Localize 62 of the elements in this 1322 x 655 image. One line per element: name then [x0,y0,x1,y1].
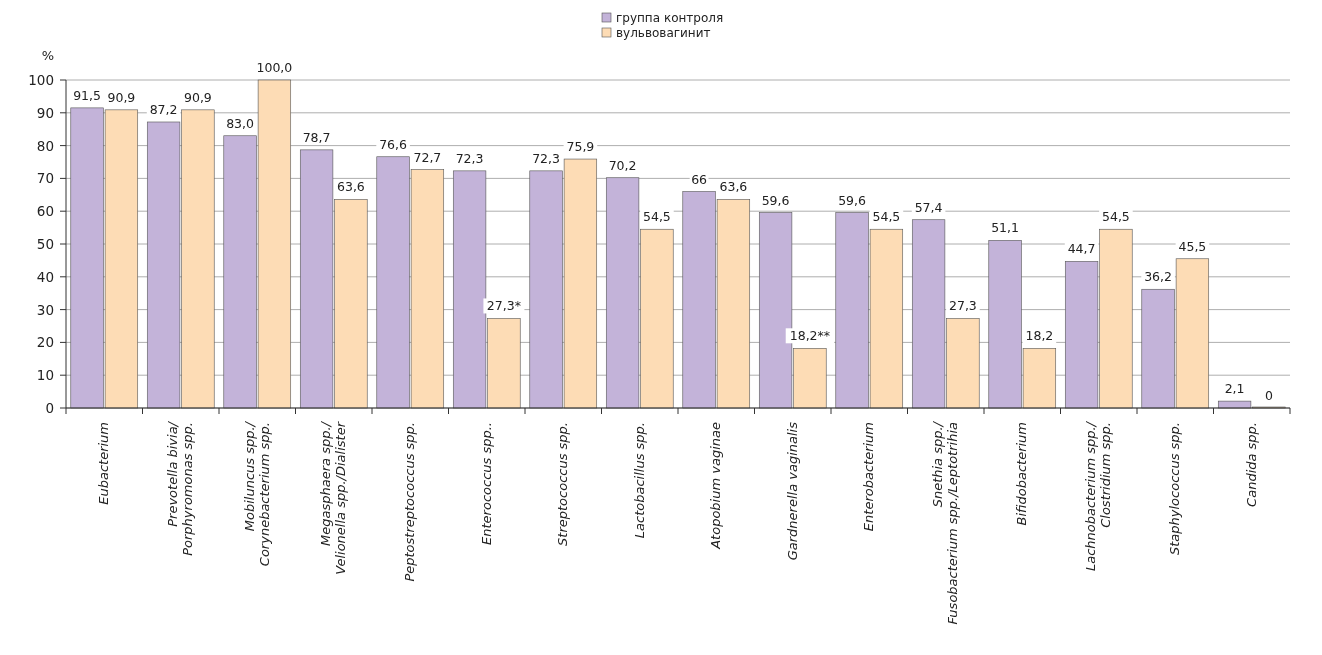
x-tick-label: Enterococcus spp.. [478,422,494,545]
y-tick-label: 20 [36,334,54,351]
x-tick-label: Peptostreptococcus spp. [402,422,418,582]
data-label: 63,6 [336,179,365,195]
x-tick-label: Gardnerella vaginalis [784,421,800,561]
data-label: 0 [1264,388,1273,403]
x-tick-label: Prevotella bivia/ Porphyromonas spp. [165,420,196,556]
data-label: 87,2 [149,101,178,117]
x-tick-label: Streptococcus spp. [555,422,571,546]
y-tick-label: 100 [28,72,54,88]
x-tick-label: Mobiluncus spp./ Corynebacterium spp. [241,420,272,567]
x-tick-label: Lachnobacterium spp./ Clostridium spp. [1083,420,1114,572]
data-label: 75,9 [566,139,595,155]
legend-label: группа контроля [616,11,724,25]
data-label: 72,7 [413,149,442,165]
data-label: 54,5 [872,209,901,225]
y-tick-label: 90 [36,104,54,121]
x-tick-label: Candida spp. [1243,422,1259,507]
y-tick-label: 70 [36,170,54,187]
data-label: 45,5 [1178,238,1207,254]
y-tick-label: 0 [45,400,54,416]
data-label: 70,2 [608,157,637,173]
data-label: 72,3 [532,150,561,166]
data-label: 90,9 [183,89,212,105]
data-label: 54,5 [1101,209,1130,225]
data-label: 18,2** [789,328,831,344]
data-label: 91,5 [73,87,102,103]
data-label: 72,3 [455,150,484,166]
data-label: 27,3 [948,298,977,314]
data-label: 59,6 [838,192,867,208]
x-tick-label: Atopobium vaginae [708,422,724,550]
x-tick-label: Staphylococcus spp. [1167,422,1183,556]
data-label: 44,7 [1067,241,1096,257]
data-label: 54,5 [642,209,671,225]
y-tick-label: 50 [36,236,54,252]
y-tick-label: 40 [36,268,54,285]
data-label: 36,2 [1144,269,1173,285]
x-tick-label: Megasphaera spp./ Velionella spp./Dialister [318,420,349,575]
y-tick-label: 10 [36,367,54,384]
legend-label: вульвовагинит [616,26,711,40]
data-label: 51,1 [991,220,1020,236]
y-tick-label: 60 [36,203,54,220]
x-tick-label: Enterobacterium [861,422,877,532]
x-tick-label: Eubacterium [96,422,112,505]
data-label: 18,2 [1025,328,1054,344]
x-tick-label: Lactobacillus spp. [631,422,647,539]
data-label: 63,6 [719,179,748,195]
data-label: 57,4 [914,199,943,215]
data-label: 66 [691,171,708,187]
data-label: 2,1 [1224,381,1245,397]
data-label: 100,0 [256,60,293,75]
y-tick-label: 80 [36,137,54,154]
data-label: 76,6 [379,136,408,152]
data-label: 83,0 [226,115,255,131]
y-tick-label: 30 [36,301,54,318]
x-tick-label: Bifidobacterium [1014,422,1030,526]
data-label: 59,6 [761,192,790,208]
x-tick-label: Snethia spp./ Fusobacterium spp./Leptotrihia [930,420,961,625]
data-label: 90,9 [107,89,136,105]
data-label: 27,3* [486,298,521,314]
data-label: 78,7 [302,129,331,145]
y-axis-title: % [41,48,54,63]
